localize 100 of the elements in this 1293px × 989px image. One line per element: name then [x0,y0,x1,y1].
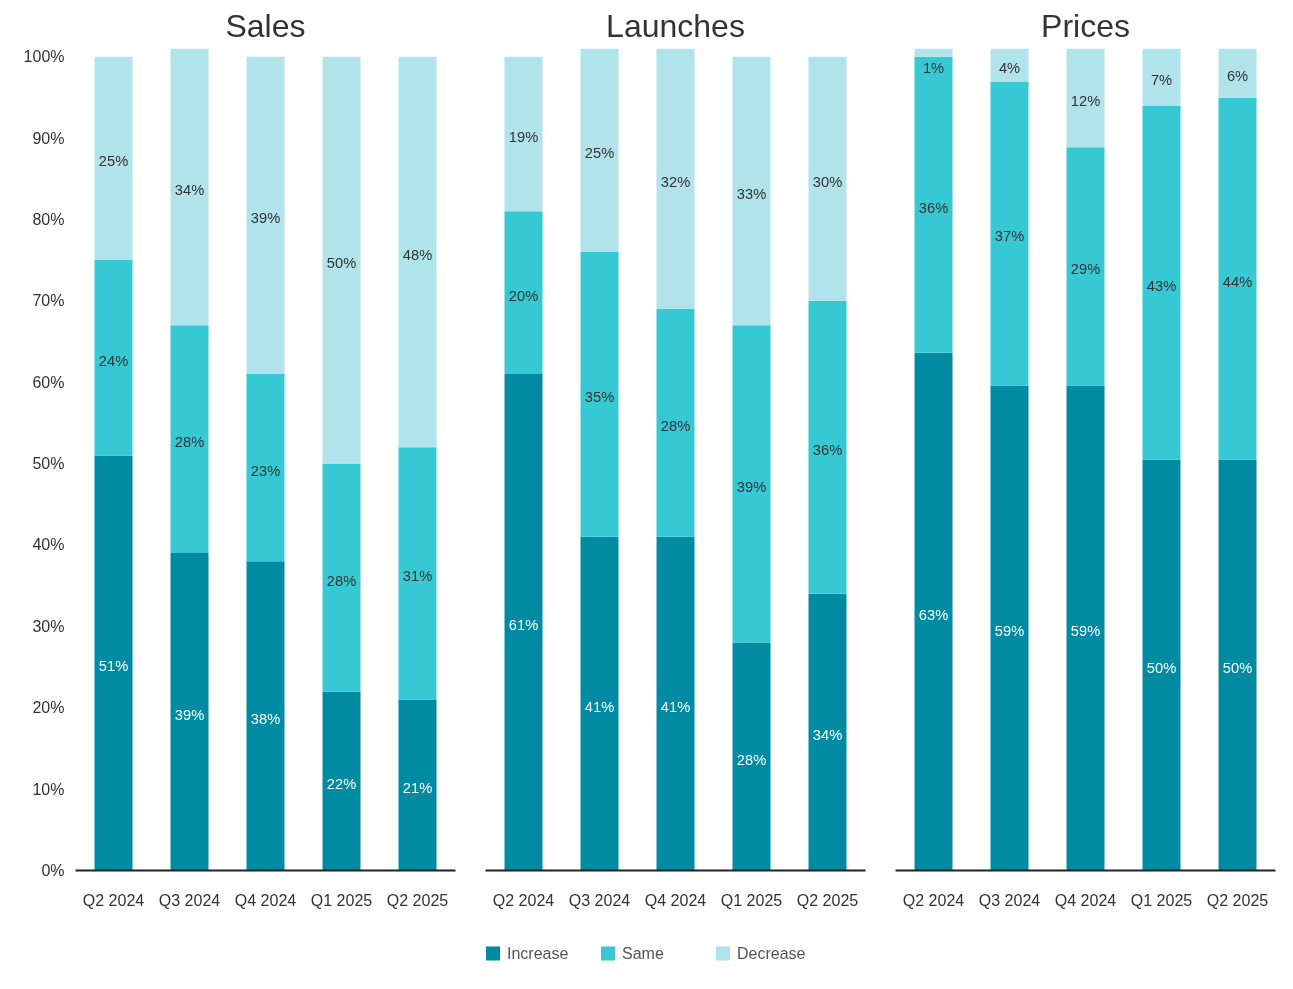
bar [1142,459,1181,871]
bar [732,642,771,871]
x-tick-label: Q4 2024 [234,891,297,909]
data-label: 50% [1146,660,1177,676]
bar [656,48,695,309]
bar [580,48,619,252]
bar [1066,147,1105,386]
bar [990,385,1029,871]
data-label: 41% [584,698,615,715]
y-tick-label: 10% [32,780,65,798]
x-tick-label: Q2 2024 [492,891,555,909]
x-tick-label: Q1 2025 [1130,891,1193,909]
data-label: 23% [250,462,281,479]
bar [94,455,133,871]
data-label: 25% [584,145,615,162]
data-label: 48% [402,246,433,263]
data-label: 4% [998,59,1021,76]
bar [914,352,953,871]
x-tick-label: Q2 2024 [902,891,965,909]
data-label: 28% [326,572,357,589]
bar [170,325,209,554]
data-label: 50% [326,255,357,272]
bar [246,56,285,375]
x-tick-label: Q2 2025 [1206,891,1269,909]
data-label: 29% [1070,261,1101,278]
data-label: 44% [1222,273,1253,290]
data-label: 32% [660,173,691,190]
legend-label: Same [622,945,664,962]
data-label: 24% [98,352,129,369]
bar [1066,385,1105,871]
bar [322,56,361,464]
y-tick-label: 60% [32,373,65,391]
data-label: 50% [1222,660,1253,676]
data-label: 28% [660,417,691,434]
bar [1218,459,1257,871]
bar [808,593,847,871]
chart-title: Prices [1041,7,1130,44]
x-tick-label: Q3 2024 [568,891,631,909]
bar [504,56,543,212]
data-label: 33% [736,185,767,202]
data-label: 59% [1070,623,1101,640]
x-tick-label: Q3 2024 [978,891,1041,909]
bar [1142,106,1181,460]
data-label: 25% [98,153,129,170]
bar [808,300,847,594]
bar [914,48,953,57]
data-label: 61% [508,617,539,634]
y-tick-label: 80% [32,210,65,228]
data-label: 34% [812,727,843,744]
legend-label: Decrease [737,945,806,962]
data-label: 22% [326,775,357,792]
y-tick-label: 0% [41,862,65,879]
y-tick-label: 20% [32,699,65,717]
bar [246,374,285,562]
data-label: 34% [174,181,205,198]
bar [322,691,361,871]
data-label: 51% [98,657,129,674]
x-tick-label: Q4 2024 [644,891,707,909]
bar [656,308,695,537]
bar [580,251,619,537]
data-label: 12% [1070,92,1101,109]
data-label: 39% [250,210,281,227]
data-label: 39% [736,478,767,495]
chart-title: Launches [606,7,745,44]
bar [398,56,437,448]
data-label: 38% [250,710,281,727]
bar [808,56,847,301]
y-tick-label: 90% [32,129,65,147]
bar [504,374,543,871]
bar [990,81,1029,386]
data-label: 1% [922,59,945,76]
bar [504,211,543,375]
data-label: 28% [736,751,767,768]
data-label: 35% [584,389,615,406]
data-label: 6% [1226,68,1249,85]
bar [246,561,285,871]
data-label: 21% [402,780,433,797]
bar [94,56,133,261]
data-label: 20% [508,287,539,304]
data-label: 39% [174,706,205,723]
data-label: 63% [918,606,949,623]
x-tick-label: Q1 2025 [310,891,373,909]
data-label: 37% [994,228,1025,245]
bar [732,56,771,326]
y-tick-label: 100% [23,48,65,66]
data-label: 41% [660,698,691,715]
bar [398,699,437,871]
bar [398,447,437,700]
x-tick-label: Q2 2025 [386,891,449,909]
y-tick-label: 70% [32,292,65,310]
bar [94,260,133,456]
bar [170,48,209,326]
data-label: 36% [918,199,949,216]
data-label: 36% [812,442,843,459]
data-label: 30% [812,173,843,190]
x-tick-label: Q3 2024 [158,891,221,909]
bar [656,536,695,871]
data-label: 31% [402,568,433,585]
x-tick-label: Q2 2025 [796,891,859,909]
chart-title: Sales [225,7,306,44]
